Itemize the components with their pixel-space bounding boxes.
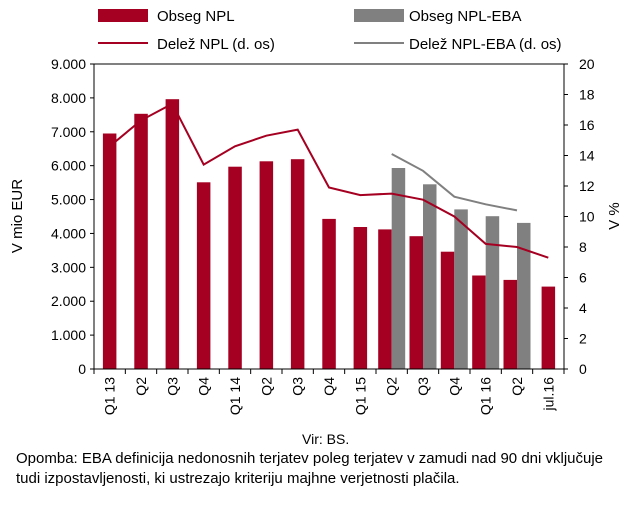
bar-npl-eba-9 <box>391 168 406 369</box>
bars <box>102 99 556 369</box>
legend-label-npl: Obseg NPL <box>157 8 235 25</box>
legend: Obseg NPL Obseg NPL-EBA Delež NPL (d. os… <box>98 8 562 53</box>
x-tick-label-5: Q2 <box>258 377 274 396</box>
y2-tick-label-1: 2 <box>579 331 587 347</box>
bar-npl-14 <box>541 286 556 369</box>
y-tick-label-6: 6.000 <box>51 158 86 174</box>
y-tick-label-2: 2.000 <box>51 293 86 309</box>
y2-axis-title: V % <box>606 202 623 230</box>
y-tick-label-3: 3.000 <box>51 259 86 275</box>
x-tick-label-6: Q3 <box>290 377 306 396</box>
y-tick-label-4: 4.000 <box>51 225 86 241</box>
bar-npl-7 <box>322 218 336 369</box>
x-tick-label-0: Q1 13 <box>102 377 118 415</box>
bar-npl-5 <box>259 161 274 369</box>
x-tick-label-14: jul.16 <box>540 377 556 412</box>
bar-npl-eba-13 <box>517 222 531 369</box>
y2-tick-label-6: 12 <box>579 178 595 194</box>
x-tick-label-12: Q1 16 <box>478 377 494 415</box>
x-tick-label-9: Q2 <box>384 377 400 396</box>
line-share-npl <box>109 102 549 259</box>
y2-tick-label-3: 6 <box>579 270 587 286</box>
bar-npl-1 <box>134 113 148 369</box>
bar-npl-11 <box>440 251 455 369</box>
source-note: Vir: BS. <box>302 431 350 447</box>
x-tick-label-2: Q3 <box>164 377 180 396</box>
y-tick-label-5: 5.000 <box>51 192 86 208</box>
y-tick-label-1: 1.000 <box>51 327 86 343</box>
y-axis-ticks: 0 1.000 2.000 3.000 4.000 5.000 6.000 7.000 8.00… <box>51 56 94 377</box>
y-axis-title: V mio EUR <box>9 179 26 253</box>
bar-npl-9 <box>378 229 392 369</box>
y-tick-label-0: 0 <box>78 361 86 377</box>
lines <box>109 102 549 259</box>
y2-tick-label-4: 8 <box>579 239 587 255</box>
y2-tick-label-7: 14 <box>579 148 595 164</box>
legend-swatch-npl <box>98 9 148 22</box>
bar-npl-13 <box>503 279 517 369</box>
bar-npl-2 <box>165 99 180 369</box>
bar-npl-6 <box>290 159 305 369</box>
bar-npl-12 <box>472 275 486 369</box>
line-share-npl-eba <box>391 153 518 212</box>
y2-axis-ticks: 0 2 4 6 8 10 12 14 16 18 20 <box>564 56 595 377</box>
bar-npl-eba-12 <box>485 216 500 369</box>
y-tick-label-8: 8.000 <box>51 90 86 106</box>
bar-npl-eba-10 <box>423 184 437 369</box>
x-axis-ticks: Q1 13 Q2 Q3 Q4 Q1 14 Q2 Q3 Q4 Q1 15 Q2 Q3 Q4 Q1 16 Q2… <box>93 369 565 415</box>
legend-label-npl-eba: Obseg NPL-EBA <box>409 8 522 25</box>
x-tick-label-1: Q2 <box>133 377 149 396</box>
bar-npl-3 <box>196 182 211 369</box>
y2-tick-label-10: 20 <box>579 56 595 72</box>
y-tick-label-7: 7.000 <box>51 124 86 140</box>
x-tick-label-11: Q4 <box>446 377 462 396</box>
x-tick-label-13: Q2 <box>509 377 525 396</box>
footnote: Opomba: EBA definicija nedonosnih terjat… <box>16 450 604 487</box>
legend-swatch-npl-eba <box>354 9 404 22</box>
x-tick-label-7: Q4 <box>321 377 337 396</box>
legend-label-share-npl: Delež NPL (d. os) <box>157 36 275 53</box>
bar-npl-4 <box>228 166 242 369</box>
bar-npl-10 <box>409 236 423 369</box>
chart: Obseg NPL Obseg NPL-EBA Delež NPL (d. os… <box>9 8 623 415</box>
y2-tick-label-9: 18 <box>579 87 595 103</box>
x-tick-label-8: Q1 15 <box>352 377 368 415</box>
bar-npl-0 <box>102 133 117 369</box>
y2-tick-label-8: 16 <box>579 117 595 133</box>
bar-npl-eba-11 <box>454 209 468 369</box>
x-tick-label-3: Q4 <box>196 377 212 396</box>
y2-tick-label-5: 10 <box>579 209 595 225</box>
legend-label-share-npl-eba: Delež NPL-EBA (d. os) <box>409 36 562 53</box>
y2-tick-label-0: 0 <box>579 361 587 377</box>
y-tick-label-9: 9.000 <box>51 56 86 72</box>
bar-npl-8 <box>353 227 368 369</box>
y2-tick-label-2: 4 <box>579 300 587 316</box>
x-tick-label-4: Q1 14 <box>227 377 243 415</box>
x-tick-label-10: Q3 <box>415 377 431 396</box>
